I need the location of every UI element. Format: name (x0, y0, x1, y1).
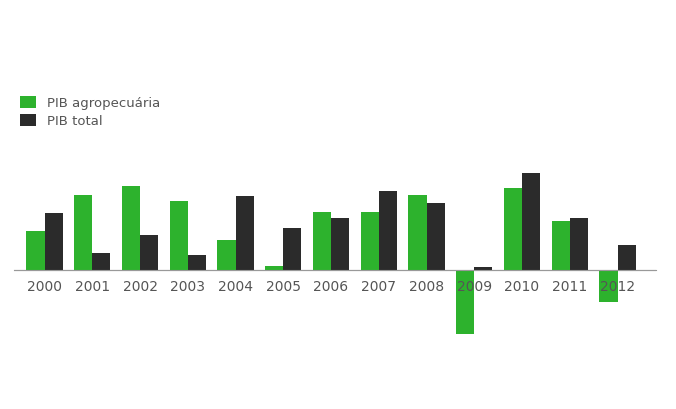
Bar (188, 256, 206, 270)
Bar (475, 267, 492, 270)
Bar (140, 235, 158, 270)
Bar (26, 231, 45, 270)
Bar (74, 196, 93, 270)
Bar (331, 218, 349, 270)
Bar (45, 213, 63, 270)
Bar (313, 212, 331, 270)
Legend: PIB agropecuária, PIB total: PIB agropecuária, PIB total (20, 97, 160, 128)
Bar (235, 197, 254, 270)
Bar (170, 202, 188, 270)
Bar (218, 240, 235, 270)
Bar (379, 191, 397, 270)
Bar (456, 270, 475, 334)
Bar (552, 221, 570, 270)
Bar (522, 173, 540, 270)
Bar (504, 189, 522, 270)
Bar (617, 245, 635, 270)
Bar (570, 218, 588, 270)
Bar (408, 196, 427, 270)
Bar (265, 266, 283, 270)
Bar (122, 187, 140, 270)
Bar (360, 212, 379, 270)
Bar (283, 229, 301, 270)
Bar (93, 253, 110, 270)
Bar (427, 203, 445, 270)
Bar (600, 270, 617, 302)
